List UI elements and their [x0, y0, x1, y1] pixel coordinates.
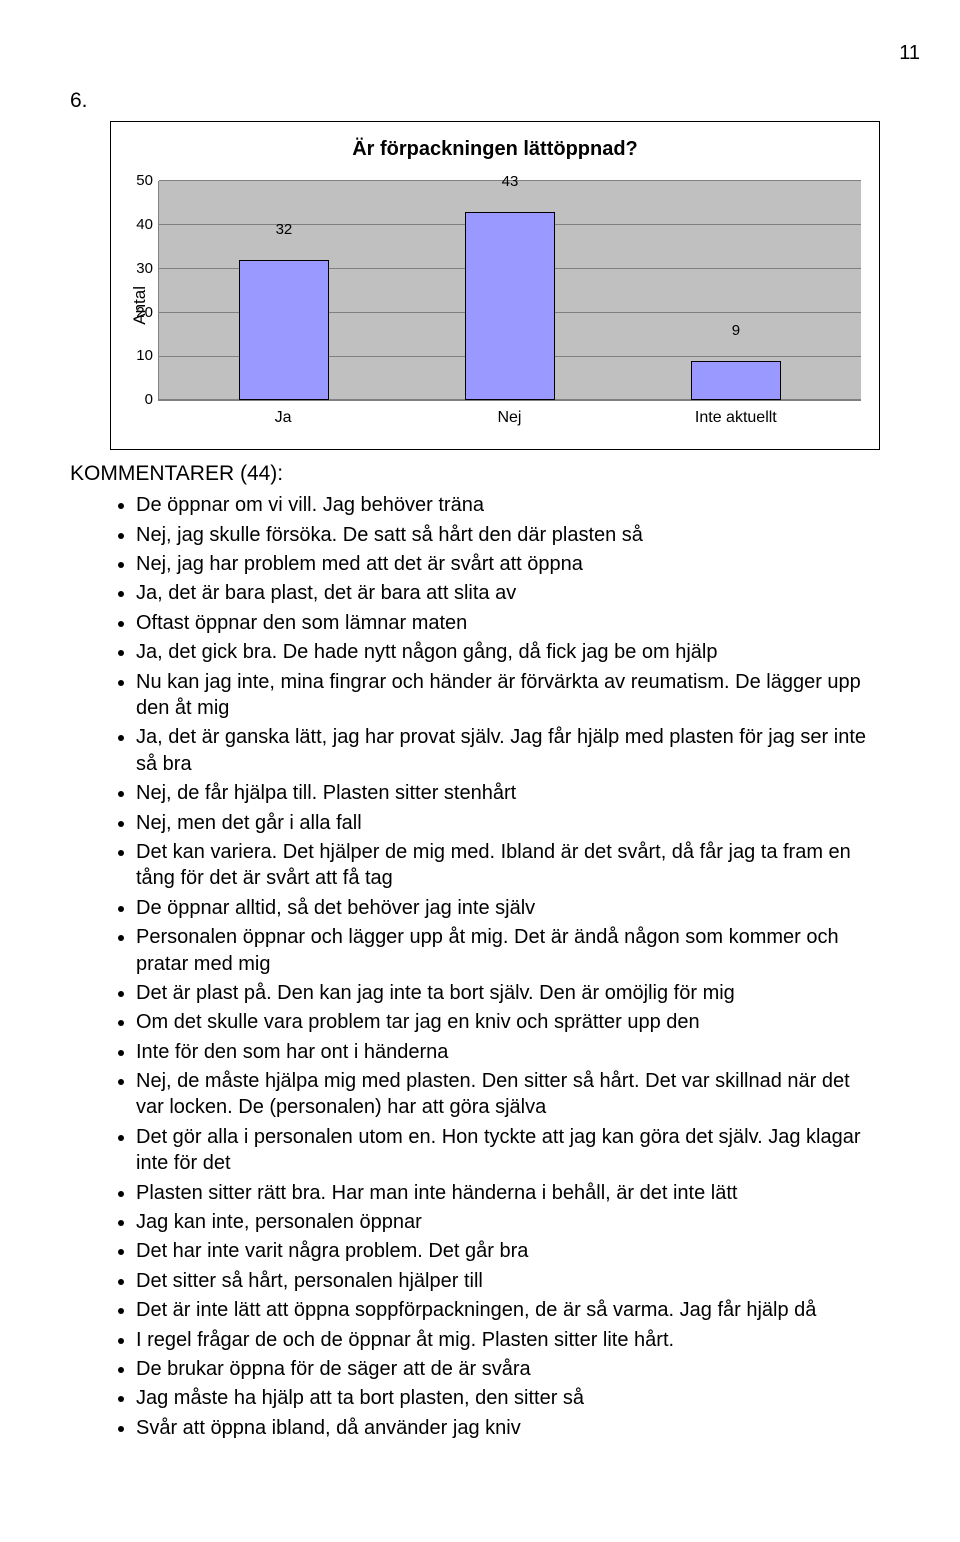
list-item: Ja, det är ganska lätt, jag har provat s…: [136, 724, 880, 777]
chart-x-label: Inte aktuellt: [623, 407, 849, 429]
list-item: Nej, jag har problem med att det är svår…: [136, 551, 880, 577]
list-item: Ja, det är bara plast, det är bara att s…: [136, 580, 880, 606]
list-item: Ja, det gick bra. De hade nytt någon gån…: [136, 639, 880, 665]
chart-x-label: Nej: [396, 407, 622, 429]
list-item: De öppnar om vi vill. Jag behöver träna: [136, 492, 880, 518]
list-item: Jag måste ha hjälp att ta bort plasten, …: [136, 1385, 880, 1411]
chart-bar-column: 43: [397, 181, 623, 400]
chart-bar-value: 9: [732, 320, 740, 340]
list-item: Jag kan inte, personalen öppnar: [136, 1209, 880, 1235]
list-item: Plasten sitter rätt bra. Har man inte hä…: [136, 1180, 880, 1206]
list-item: De brukar öppna för de säger att de är s…: [136, 1356, 880, 1382]
chart-ytick-label: 10: [127, 346, 153, 366]
chart-bar: [691, 361, 781, 400]
chart-container: Är förpackningen lättöppnad? Antal 01020…: [110, 121, 880, 450]
list-item: Det har inte varit några problem. Det gå…: [136, 1238, 880, 1264]
list-item: Det kan variera. Det hjälper de mig med.…: [136, 839, 880, 892]
comments-list: De öppnar om vi vill. Jag behöver träna N…: [110, 492, 880, 1441]
chart-title: Är förpackningen lättöppnad?: [129, 136, 861, 163]
list-item: Nej, men det går i alla fall: [136, 810, 880, 836]
chart-ytick-label: 40: [127, 215, 153, 235]
list-item: Oftast öppnar den som lämnar maten: [136, 610, 880, 636]
list-item: De öppnar alltid, så det behöver jag int…: [136, 895, 880, 921]
chart-ytick-label: 20: [127, 303, 153, 323]
list-item: Svår att öppna ibland, då använder jag k…: [136, 1415, 880, 1441]
chart-ytick-label: 30: [127, 259, 153, 279]
list-item: Nej, de får hjälpa till. Plasten sitter …: [136, 780, 880, 806]
chart-ytick-label: 0: [127, 390, 153, 410]
list-item: Personalen öppnar och lägger upp åt mig.…: [136, 924, 880, 977]
page-number: 11: [110, 40, 920, 67]
chart-x-labels: JaNejInte aktuellt: [158, 401, 861, 429]
chart-plot-area: 0102030405032439: [158, 181, 861, 401]
chart-ytick-label: 50: [127, 171, 153, 191]
chart-bar-value: 32: [276, 220, 293, 240]
list-item: Nej, de måste hjälpa mig med plasten. De…: [136, 1068, 880, 1121]
list-item: I regel frågar de och de öppnar åt mig. …: [136, 1327, 880, 1353]
list-item: Det sitter så hårt, personalen hjälper t…: [136, 1268, 880, 1294]
list-item: Det gör alla i personalen utom en. Hon t…: [136, 1124, 880, 1177]
chart-bar-value: 43: [502, 172, 519, 192]
list-item: Nej, jag skulle försöka. De satt så hårt…: [136, 522, 880, 548]
chart-bar: [239, 260, 329, 400]
chart-bar: [465, 212, 555, 400]
chart-x-label: Ja: [170, 407, 396, 429]
section-number: 6.: [70, 87, 880, 115]
list-item: Om det skulle vara problem tar jag en kn…: [136, 1009, 880, 1035]
list-item: Det är inte lätt att öppna soppförpackni…: [136, 1297, 880, 1323]
list-item: Nu kan jag inte, mina fingrar och händer…: [136, 669, 880, 722]
list-item: Det är plast på. Den kan jag inte ta bor…: [136, 980, 880, 1006]
list-item: Inte för den som har ont i händerna: [136, 1039, 880, 1065]
chart-bar-column: 32: [171, 181, 397, 400]
comments-heading: KOMMENTARER (44):: [70, 460, 880, 488]
chart-bar-column: 9: [623, 181, 849, 400]
